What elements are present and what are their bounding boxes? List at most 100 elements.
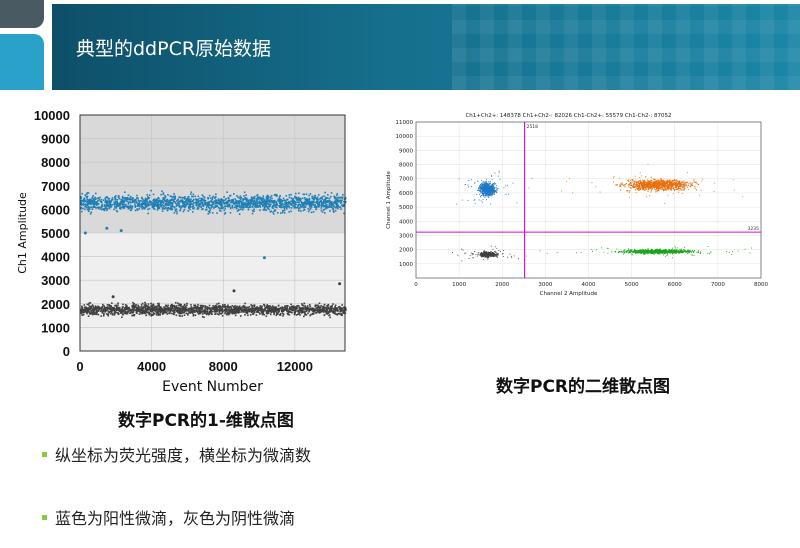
droplet-point [233,312,235,315]
droplet-point [138,207,141,210]
droplet-point [491,189,493,191]
droplet-point [308,308,311,311]
droplet-point [632,185,634,188]
droplet-point [327,311,330,313]
droplet-point [287,311,290,314]
droplet-point [232,201,235,204]
droplet-point [185,308,188,311]
droplet-point [649,184,651,186]
droplet-point [226,191,228,194]
droplet-point [324,198,327,201]
droplet-point [483,194,485,196]
droplet-point [88,307,90,309]
droplet-point [166,203,168,205]
droplet-point [129,197,132,200]
droplet-point [317,304,319,307]
droplet-point [127,194,130,197]
droplet-point [272,309,275,312]
droplet-point [256,306,258,308]
droplet-point [154,309,157,311]
droplet-point [265,198,268,200]
droplet-point [183,311,185,314]
droplet-point [134,209,137,212]
droplet-point [127,311,130,313]
droplet-point [301,303,303,305]
droplet-point [136,209,139,211]
droplet-point [320,311,322,313]
droplet-point [296,310,298,312]
droplet-point [482,189,485,191]
droplet-point [260,203,263,206]
droplet-point [116,311,118,314]
droplet-point [122,205,125,207]
droplet-point [292,201,295,203]
droplet-point [655,183,657,185]
droplet-point [166,313,169,315]
droplet-point [120,203,122,206]
droplet-point [227,200,229,202]
droplet-point [649,188,651,190]
droplet-point [130,311,132,314]
droplet-point [244,302,246,305]
droplet-point [482,186,484,188]
droplet-point [163,306,165,308]
droplet-point [323,199,325,202]
droplet-point [167,201,170,204]
droplet-point [179,303,181,305]
droplet-point [648,186,650,188]
droplet-point [303,302,306,305]
droplet-point [156,307,158,310]
droplet-point [315,208,317,211]
droplet-point [269,201,272,203]
droplet-point [192,198,195,201]
droplet-point [156,204,158,206]
droplet-point [156,310,159,313]
droplet-point [102,310,105,312]
droplet-point [495,187,497,189]
droplet-point [172,309,175,312]
droplet-point [183,308,186,310]
droplet-point [251,209,254,212]
droplet-point [239,315,242,317]
droplet-point [667,187,669,189]
droplet-point [263,200,266,203]
droplet-point [92,313,94,316]
droplet-point [680,182,682,184]
droplet-point [202,195,205,198]
droplet-point [288,205,290,208]
droplet-point [210,200,212,202]
droplet-point [141,207,144,210]
droplet-point [249,199,251,201]
droplet-point [141,197,143,200]
droplet-point [229,211,232,214]
y-tick-label: 11000 [396,120,414,126]
droplet-point [212,203,215,205]
droplet-point [484,184,486,186]
droplet-point [312,200,315,203]
droplet-point [125,306,128,309]
droplet-point [167,304,169,307]
droplet-point [147,196,149,198]
droplet-point [171,201,174,204]
droplet-point [273,313,275,316]
x-tick-label: 7000 [711,282,725,288]
droplet-point [254,201,257,203]
droplet-point [81,307,83,309]
droplet-point [89,312,92,315]
droplet-point [272,205,274,208]
droplet-point [642,187,644,189]
droplet-point [116,202,119,205]
droplet-point [335,308,337,310]
droplet-point [332,207,334,210]
droplet-point [191,308,194,310]
droplet-point [215,202,218,205]
droplet-point [177,198,179,201]
droplet-point [328,307,330,310]
droplet-point [171,307,174,310]
droplet-point [81,199,84,202]
droplet-point [100,315,103,317]
droplet-point [155,202,158,204]
droplet-point [492,189,494,191]
droplet-point [232,309,235,311]
droplet-point [232,311,235,313]
